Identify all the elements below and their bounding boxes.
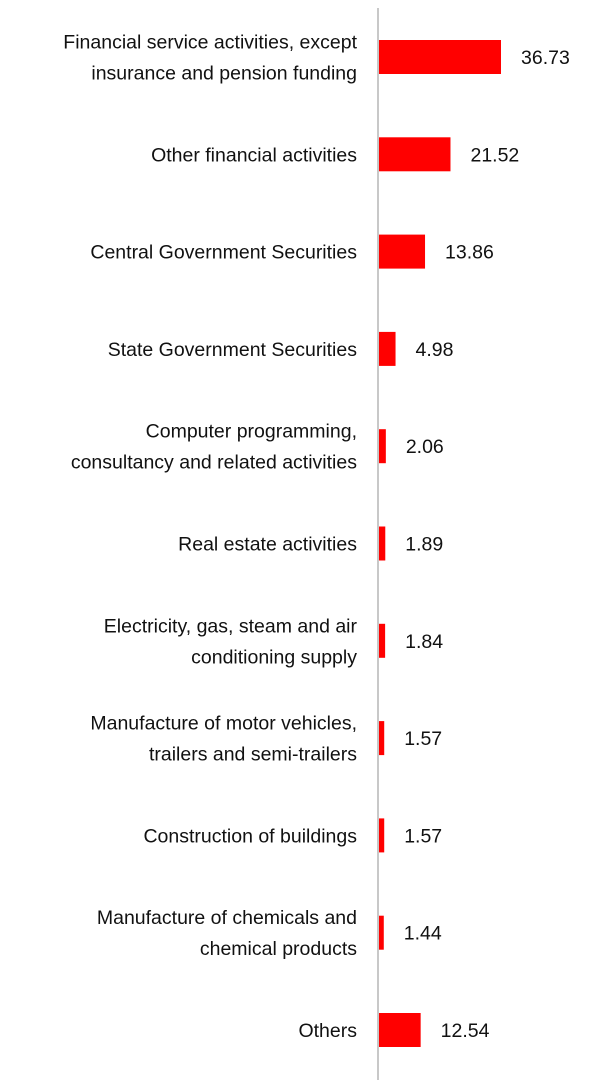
bar xyxy=(379,429,386,464)
category-label: Manufacture of chemicals and chemical pro… xyxy=(97,907,357,960)
bar xyxy=(379,915,384,950)
data-label: 2.06 xyxy=(406,436,444,458)
data-label: 1.57 xyxy=(404,728,442,750)
category-label-line: Others xyxy=(298,1020,357,1042)
bars xyxy=(379,40,501,1047)
bar xyxy=(379,331,396,366)
bar xyxy=(379,818,385,853)
category-label-line: Central Government Securities xyxy=(90,242,357,264)
category-label: Others xyxy=(298,1020,357,1042)
category-label: Computer programming, consultancy and rel… xyxy=(71,421,357,474)
category-label-line: Electricity, gas, steam and air xyxy=(104,615,358,637)
category-label-line: consultancy and related activities xyxy=(71,452,357,474)
category-label: Financial service activities, except insu… xyxy=(63,32,357,85)
category-labels: Financial service activities, except insu… xyxy=(63,32,357,1043)
category-label: Manufacture of motor vehicles, trailers a… xyxy=(90,713,357,766)
category-label: Central Government Securities xyxy=(90,242,357,264)
category-label-line: Manufacture of motor vehicles, xyxy=(90,713,357,735)
bar xyxy=(379,234,426,269)
bar xyxy=(379,623,386,658)
category-label-line: Other financial activities xyxy=(151,144,357,166)
category-label-line: Real estate activities xyxy=(178,534,357,556)
bar xyxy=(379,721,385,756)
data-label: 1.84 xyxy=(405,631,443,653)
data-label: 13.86 xyxy=(445,242,494,264)
bar xyxy=(379,40,501,74)
data-label: 4.98 xyxy=(416,339,454,361)
category-label: Electricity, gas, steam and air condition… xyxy=(104,615,358,668)
category-label: Other financial activities xyxy=(151,144,357,166)
category-label-line: Financial service activities, except xyxy=(63,32,357,54)
data-label: 1.44 xyxy=(404,923,442,945)
data-label: 36.73 xyxy=(521,47,570,69)
category-label-line: Manufacture of chemicals and xyxy=(97,907,357,929)
data-label: 21.52 xyxy=(470,144,519,166)
category-label: Construction of buildings xyxy=(143,825,357,847)
data-label: 1.89 xyxy=(405,534,443,556)
category-label-line: trailers and semi-trailers xyxy=(149,744,357,766)
category-label-line: conditioning supply xyxy=(191,646,357,668)
category-label-line: Computer programming, xyxy=(146,421,357,443)
category-label: State Government Securities xyxy=(108,339,358,361)
category-label-line: chemical products xyxy=(200,938,357,960)
data-label: 1.57 xyxy=(404,825,442,847)
bar xyxy=(379,137,451,172)
category-label-line: State Government Securities xyxy=(108,339,358,361)
category-label-line: Construction of buildings xyxy=(143,825,357,847)
data-label: 12.54 xyxy=(441,1020,490,1042)
category-label: Real estate activities xyxy=(178,534,357,556)
bar xyxy=(379,1013,421,1047)
bar xyxy=(379,526,386,561)
value-labels: 36.73 21.52 13.86 4.98 2.06 1.89 1.84 1.57 1.57 1… xyxy=(404,47,570,1042)
category-label-line: insurance and pension funding xyxy=(91,63,357,85)
